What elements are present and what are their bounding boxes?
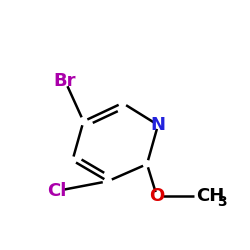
Text: 3: 3 — [217, 195, 226, 209]
Text: CH: CH — [196, 187, 224, 205]
Text: O: O — [149, 187, 164, 205]
Text: Cl: Cl — [47, 182, 66, 200]
Text: Br: Br — [54, 72, 76, 90]
Text: N: N — [150, 116, 166, 134]
